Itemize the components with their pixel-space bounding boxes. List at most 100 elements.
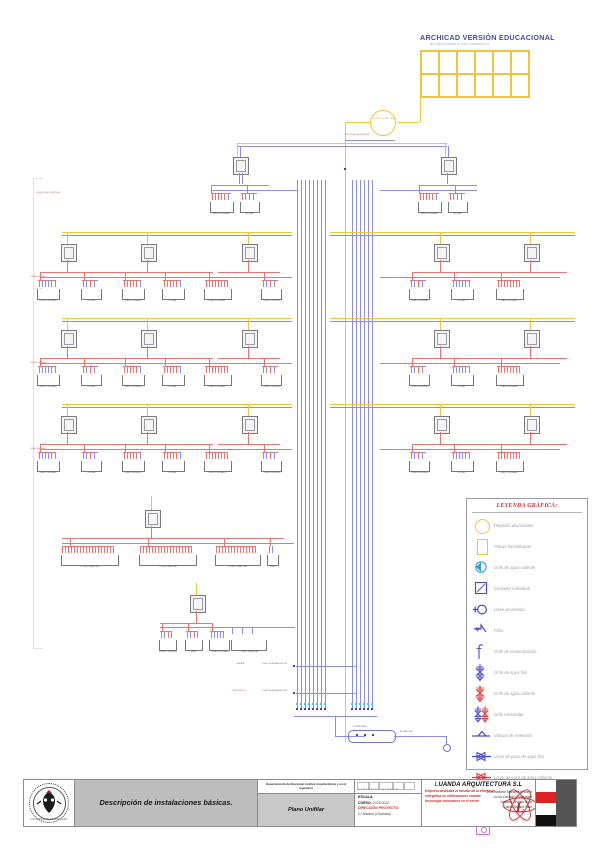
direccion-label: DIRECCIÓN PROYECTO: [358,806,400,811]
grifo-agua-fria [414,366,417,373]
fixture-label: LOCAL COMERCIAL [239,651,259,653]
grifo-agua-caliente [270,366,273,373]
svg-text:L: L [514,800,524,816]
riser-cold-3 [305,180,306,710]
contador-node [320,708,323,711]
department-cell: Departamento de Expresión Gráfica Arquit… [258,780,355,826]
contador-node [300,708,303,711]
company-name-rest: UANDA ARQUITECTURA S.L [438,781,523,788]
fixture-label: CUARTO DE ASEO [263,300,281,302]
team-member: Antonio Vílchez Aros [500,799,532,804]
watermark-subtext: NO DESTINADO A USO COMERCIAL [430,42,490,46]
fixture-label: LOCAL COMERCIAL [158,566,178,568]
grifo-agua-caliente [450,193,453,200]
llave-paso-icon [296,703,299,706]
drop-solar [440,318,441,330]
contador-node [312,708,315,711]
grifo-agua-fria [65,546,68,553]
fixture-label: COCINA [245,213,253,215]
drop-solar [67,404,68,416]
feed [264,358,265,366]
seal-label: UNIVERSIDAD DE GRANADA [30,817,68,821]
grifo-agua-caliente [218,193,221,200]
grifo-agua-caliente [86,546,89,553]
grifo-agua-fria [48,452,51,459]
grifo-agua-fria [42,280,45,287]
llave-paso-icon [300,703,303,706]
branch-cold-l5 [211,190,297,191]
grifo-agua-caliente [224,452,227,459]
bus-solar-l4 [62,232,292,233]
bus-cold-r4 [330,235,575,236]
llave-acometida-node [372,734,375,737]
branch-hot [123,444,213,445]
fixture-label: CUARTO DE ASEO [263,472,281,474]
grifo-agua-fria [127,452,130,459]
feed [165,444,166,452]
escala-row: ESCALA: [358,795,418,801]
contador-individual [190,595,206,613]
grifo-agua-fria [227,366,230,373]
grifo-agua-caliente [240,546,243,553]
manifold [123,452,141,453]
grifo-agua-caliente [176,280,179,287]
universidad-granada-seal-icon: UNIVERSIDAD DE GRANADA [29,783,69,823]
company-name: LUANDA ARQUITECTURA S.L [422,782,535,788]
deposito-acumulador-label: DEPÓSITO ACUMULADOR [372,118,397,120]
grifo-agua-fria [453,193,456,200]
grifo-agua-fria [190,631,193,638]
drop-solar [248,232,249,244]
llave-paso-icon [355,703,358,706]
llave-paso [293,665,296,668]
flag-swatch [556,814,576,826]
fixture-label: CUARTO DE BAÑO [208,472,226,474]
meter-out [147,346,148,358]
fixture-label: COCINA [168,386,176,388]
contador-individual-icon [472,579,494,598]
legend-label: Llave de paso de agua caliente [494,774,553,780]
grifo-agua-caliente [92,546,95,553]
scale-info: ESCALA: CURSO: 2021/2022 DIRECCIÓN PROYE… [355,794,421,826]
meter-out [248,260,249,272]
llave-paso-icon [324,703,327,706]
grifo-agua-caliente [459,280,462,287]
grifo-agua-fria [245,193,248,200]
grifo-agua-fria [77,546,80,553]
grifo-agua-caliente [152,546,155,553]
grifo-agua-caliente [504,452,507,459]
branch-cold-r5 [380,190,477,191]
direccion-row: DIRECCIÓN PROYECTO: [358,806,418,812]
feed [125,444,126,452]
fixture-bracket [496,289,524,300]
contador-individual [61,244,77,262]
bus-solar-r2 [330,404,575,405]
grifo-agua-fria [220,631,223,638]
feed [454,272,455,280]
grifo-mezclador-icon [472,705,494,724]
flag-row [536,814,576,826]
grifo-agua-caliente [45,452,48,459]
garage-feed-2 [296,693,356,694]
grifo-agua-caliente [218,452,221,459]
dwell-hot-a [211,185,212,193]
meter-out [440,260,441,272]
grifo-agua-caliente [68,546,71,553]
contador-individual [441,157,457,175]
grifo-agua-fria [469,452,472,459]
fixture-label: ASEO [270,566,276,568]
grifo-agua-fria [221,452,224,459]
contador-individual [141,244,157,262]
feed [40,444,41,452]
placas-fotovoltaicas-icon [472,537,494,556]
grifo-agua-fria [86,366,89,373]
contador-individual [524,416,540,434]
drop-cold-l5 [240,146,241,157]
grifo-agua-caliente [270,280,273,287]
scale-cell: expresión gráfica ESCALA: CURSO: 2021/20… [355,780,422,826]
fixture-bracket [185,640,203,651]
acometida-run [394,736,446,737]
filtro-contador-general [348,730,396,743]
grifo-agua-fria [215,193,218,200]
pv-cell [421,51,439,74]
legend-item: Grifo de agua caliente [467,557,587,578]
